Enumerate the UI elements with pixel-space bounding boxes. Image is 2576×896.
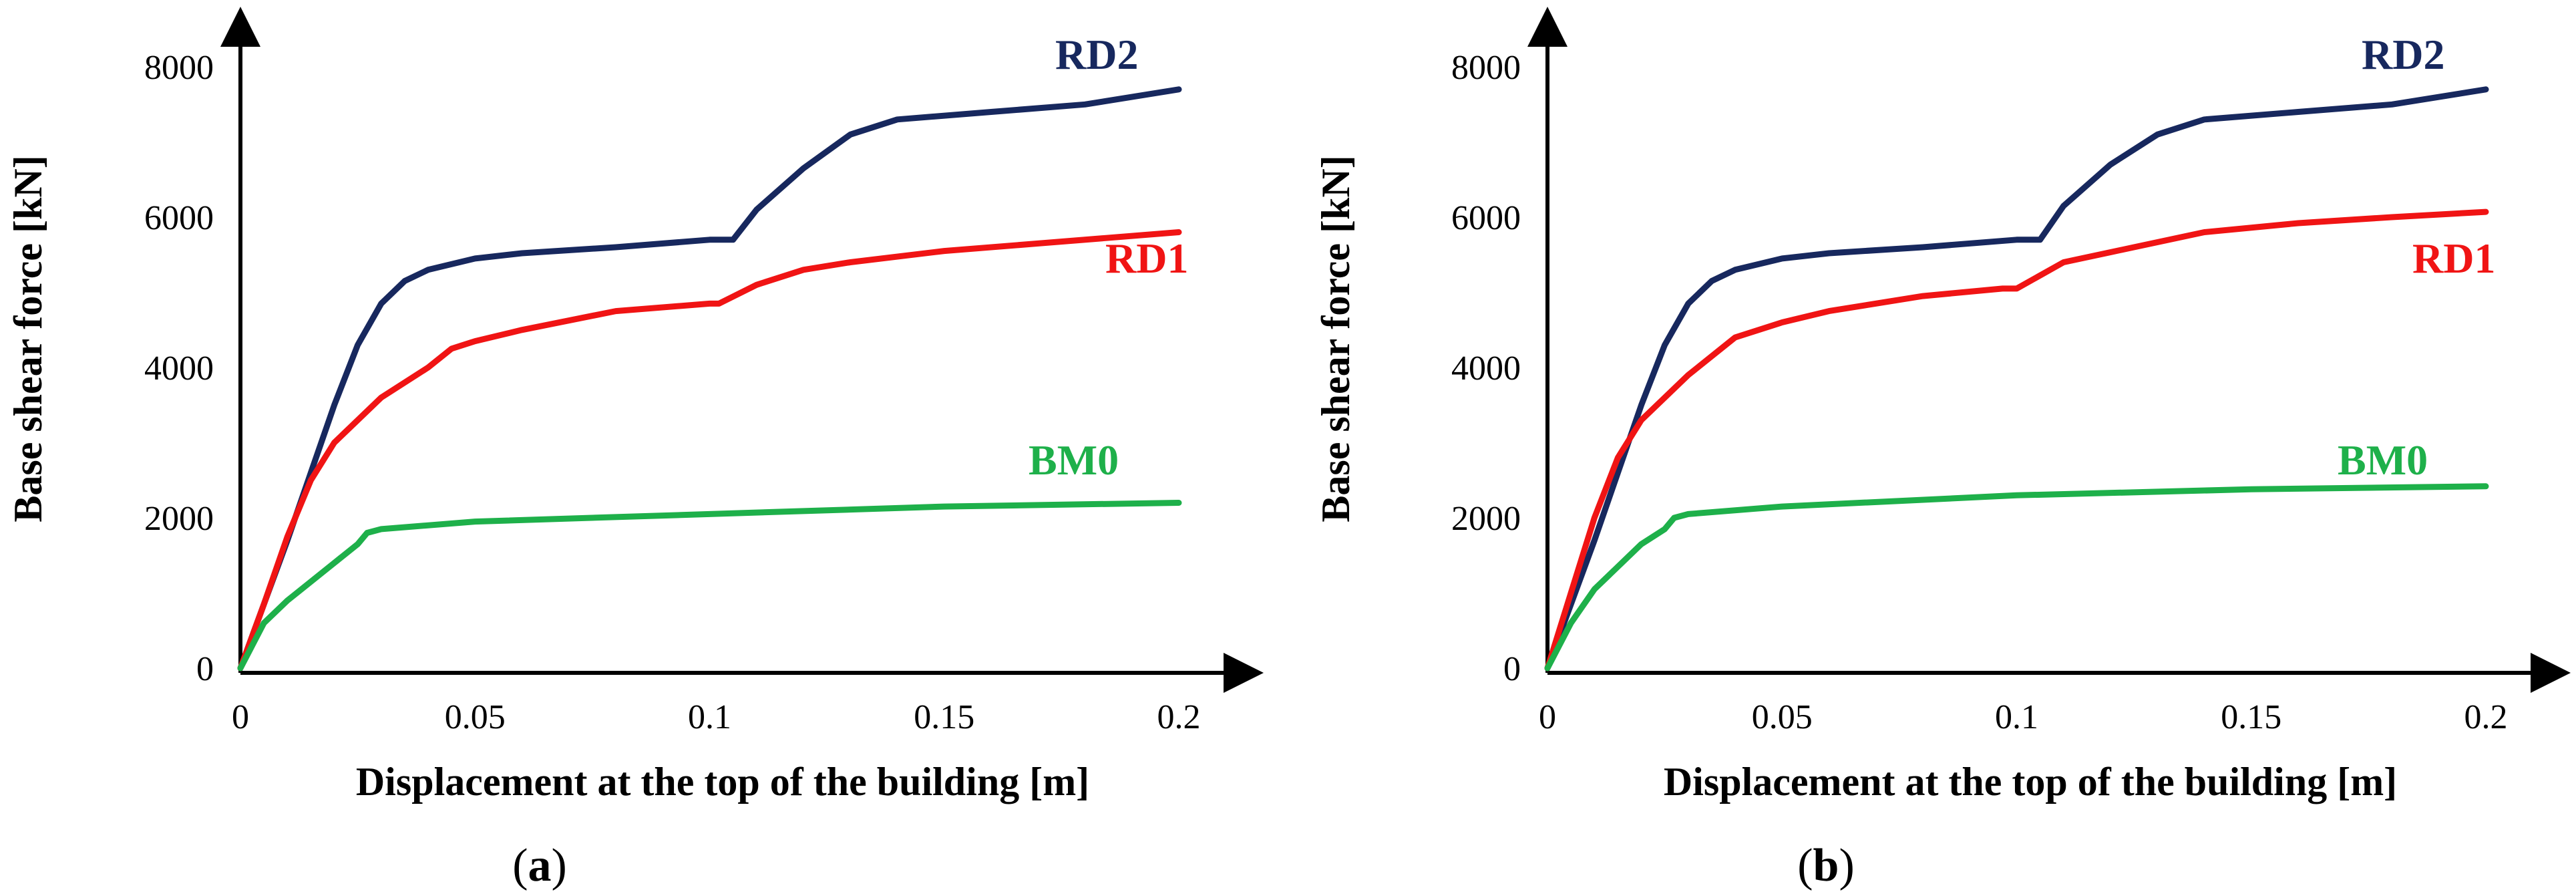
x-axis-label: Displacement at the top of the building … — [356, 760, 1089, 804]
series-lines — [237, 86, 1182, 671]
x-tick-label: 0.2 — [1157, 698, 1201, 736]
y-tick-label: 0 — [196, 650, 214, 688]
series-lines — [1544, 86, 2489, 671]
series-label-bm0: BM0 — [1029, 436, 1119, 484]
x-tick-label: 0.15 — [2221, 698, 2281, 736]
y-tick-label: 2000 — [144, 500, 214, 538]
series-label-rd2: RD2 — [1055, 31, 1138, 78]
y-tick-label: 2000 — [1451, 500, 1521, 538]
x-tick-label: 0.05 — [1752, 698, 1813, 736]
x-axis-label: Displacement at the top of the building … — [1664, 760, 2397, 804]
x-tick-label: 0.05 — [445, 698, 506, 736]
y-tick-labels: 0 2000 4000 6000 8000 — [144, 49, 214, 688]
y-axis-label: Base shear force [kN] — [1314, 155, 1358, 522]
series-label-rd2: RD2 — [2362, 31, 2444, 78]
series-line-rd1 — [1544, 208, 2489, 671]
x-tick-label: 0.15 — [914, 698, 974, 736]
y-tick-labels: 0 2000 4000 6000 8000 — [1451, 49, 1521, 688]
y-tick-label: 6000 — [144, 199, 214, 237]
x-tick-label: 0.2 — [2464, 698, 2508, 736]
series-label-bm0: BM0 — [2338, 436, 2428, 484]
y-tick-label: 8000 — [1451, 49, 1521, 87]
y-tick-label: 8000 — [144, 49, 214, 87]
series-label-rd1: RD1 — [2412, 235, 2495, 282]
x-tick-labels: 0 0.05 0.1 0.15 0.2 — [1539, 698, 2508, 736]
series-line-bm0 — [1544, 483, 2489, 671]
x-tick-label: 0.1 — [1995, 698, 2038, 736]
series-label-rd1: RD1 — [1105, 235, 1188, 282]
panel-caption-b: (b) — [1797, 840, 1855, 891]
panel-caption-a: (a) — [512, 840, 567, 891]
y-tick-label: 4000 — [144, 349, 214, 388]
series-line-rd2 — [237, 86, 1182, 671]
x-tick-labels: 0 0.05 0.1 0.15 0.2 — [232, 698, 1201, 736]
x-tick-label: 0.1 — [688, 698, 731, 736]
y-tick-label: 6000 — [1451, 199, 1521, 237]
chart-panel-b: 0 2000 4000 6000 8000 0 0.05 0.1 0.15 0.2 Base s… — [1314, 7, 2571, 891]
x-tick-label: 0 — [1539, 698, 1556, 736]
series-line-bm0 — [237, 500, 1182, 671]
x-tick-label: 0 — [232, 698, 249, 736]
series-line-rd1 — [237, 229, 1182, 671]
chart-panel-a: 0 2000 4000 6000 8000 0 0.05 0.1 0.15 0.2 Base s… — [6, 7, 1264, 891]
y-tick-label: 0 — [1503, 650, 1521, 688]
y-axis-label: Base shear force [kN] — [6, 155, 50, 522]
y-tick-label: 4000 — [1451, 349, 1521, 388]
